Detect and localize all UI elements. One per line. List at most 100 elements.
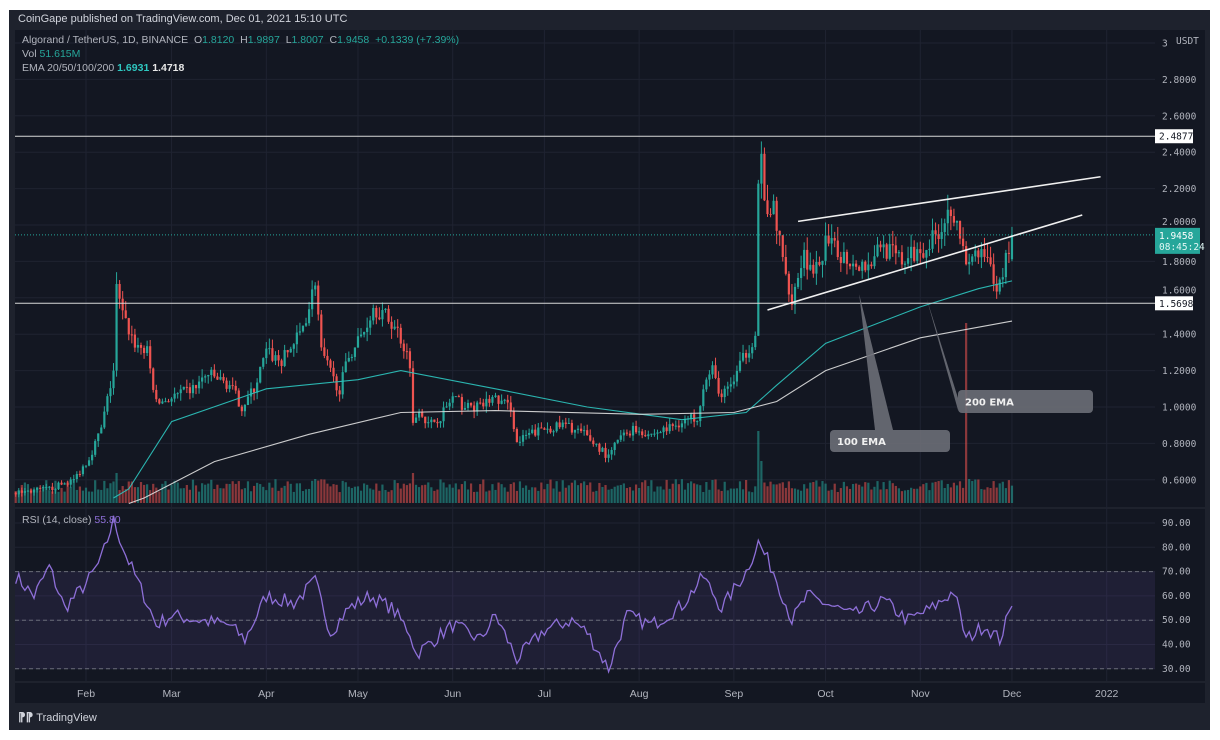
candle-body: [298, 331, 302, 333]
volume-bar: [399, 488, 402, 503]
volume-bar: [191, 479, 195, 503]
candle-body: [738, 360, 742, 371]
volume-bar: [320, 479, 323, 503]
volume-bar: [344, 482, 347, 503]
volume-bar: [304, 489, 308, 503]
time-axis-label: Oct: [817, 688, 833, 700]
candle-body: [341, 372, 344, 395]
volume-bar: [864, 482, 867, 503]
candle-body: [796, 277, 800, 287]
volume-bar: [298, 483, 302, 503]
currency-label: USDT: [1176, 36, 1199, 47]
volume-bar: [668, 488, 671, 503]
candle-body: [100, 427, 103, 434]
price-axis-label: 1.8000: [1162, 257, 1197, 268]
volume-bar: [500, 484, 503, 503]
volume-bar: [326, 483, 329, 503]
candle-body: [127, 318, 130, 335]
volume-bar: [653, 491, 656, 503]
volume-bar: [366, 484, 369, 503]
price-axis-label: 2.8000: [1162, 75, 1197, 86]
volume-bar: [885, 489, 888, 503]
volume-bar: [103, 480, 106, 503]
volume-bar: [256, 482, 259, 503]
candle-body: [696, 421, 699, 423]
candle-body: [424, 416, 427, 424]
candle-body: [858, 266, 861, 271]
candle-body: [289, 348, 292, 353]
candle-body: [445, 406, 448, 408]
time-axis-label: Sep: [725, 688, 744, 700]
volume-bar: [375, 483, 378, 503]
volume-bar: [448, 484, 451, 503]
volume-bar: [873, 486, 876, 503]
candle-body: [463, 407, 467, 410]
price-axis-label: 2.6000: [1162, 111, 1197, 122]
time-axis-label: Jul: [538, 688, 551, 700]
volume-bar: [723, 481, 726, 503]
candle-body: [350, 356, 353, 358]
candle-body: [864, 261, 867, 271]
volume-bar: [757, 431, 760, 503]
volume-bar: [451, 487, 454, 503]
candle-body: [372, 307, 375, 321]
rsi-axis[interactable]: [1155, 509, 1205, 681]
volume-bar: [882, 482, 885, 503]
candle-body: [515, 429, 518, 443]
rsi-axis-label: 30.00: [1162, 664, 1191, 675]
volume-bar: [696, 484, 699, 503]
volume-bar: [900, 491, 904, 503]
candle-body: [543, 428, 546, 430]
volume-bar: [430, 487, 433, 503]
candle-body: [793, 286, 797, 305]
volume-bar: [393, 480, 396, 503]
time-axis[interactable]: [15, 683, 1205, 703]
time-axis-label: Jun: [444, 688, 461, 700]
candle-body: [549, 428, 552, 433]
callout-label: 100 EMA: [837, 437, 886, 448]
candle-body: [638, 431, 641, 433]
price-axis[interactable]: [1155, 30, 1205, 507]
volume-bar: [607, 489, 610, 503]
candle-body: [20, 490, 23, 493]
tradingview-logo-mark: ⁋⁋: [18, 710, 34, 724]
volume-bar: [937, 481, 940, 503]
volume-bar: [564, 487, 567, 503]
last-price-label: 1.9458: [1159, 231, 1194, 242]
candle-body: [830, 238, 833, 244]
candle-body: [94, 441, 97, 455]
time-axis-label: Feb: [77, 688, 95, 700]
candle-body: [430, 419, 433, 423]
candle-body: [280, 360, 283, 366]
candle-body: [766, 200, 769, 215]
candle-body: [295, 332, 298, 345]
candle-body: [112, 370, 115, 389]
volume-bar: [479, 484, 482, 503]
volume-bar: [830, 489, 833, 503]
candle-body: [531, 429, 534, 433]
candle-body: [170, 398, 173, 402]
volume-bar: [631, 490, 635, 503]
volume-bar: [173, 480, 176, 503]
volume-bar: [934, 481, 937, 503]
volume-bar: [806, 488, 809, 503]
candle-body: [561, 422, 564, 428]
volume-bar: [29, 489, 33, 503]
volume-bar: [421, 485, 424, 503]
volume-bar: [63, 491, 66, 503]
candle-body: [54, 489, 57, 491]
volume-bar: [512, 482, 515, 503]
candle-body: [500, 400, 503, 404]
candle-body: [133, 334, 136, 348]
volume-bar: [910, 487, 913, 503]
volume-bar: [396, 483, 399, 503]
candle-body: [115, 284, 118, 371]
candle-body: [48, 486, 51, 488]
volume-bar: [619, 484, 622, 503]
candle-body: [610, 449, 613, 455]
volume-bar: [815, 480, 818, 503]
candle-body: [356, 336, 360, 348]
tradingview-logo[interactable]: ⁋⁋ TradingView: [18, 710, 97, 724]
volume-bar: [674, 479, 677, 503]
